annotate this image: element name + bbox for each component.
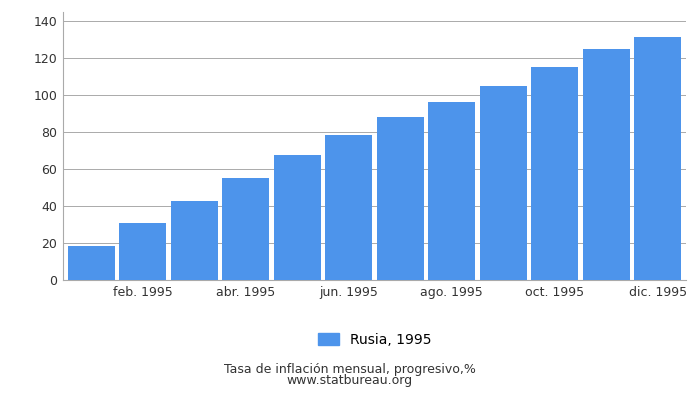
Bar bbox=[222, 178, 270, 280]
Bar bbox=[325, 135, 372, 280]
Bar bbox=[68, 246, 115, 280]
Text: Tasa de inflación mensual, progresivo,%: Tasa de inflación mensual, progresivo,% bbox=[224, 364, 476, 376]
Bar bbox=[531, 68, 578, 280]
Bar bbox=[634, 37, 681, 280]
Bar bbox=[274, 155, 321, 280]
Bar bbox=[119, 223, 167, 280]
Bar bbox=[171, 200, 218, 280]
Text: www.statbureau.org: www.statbureau.org bbox=[287, 374, 413, 387]
Bar bbox=[377, 117, 424, 280]
Bar bbox=[428, 102, 475, 280]
Bar bbox=[582, 49, 630, 280]
Legend: Rusia, 1995: Rusia, 1995 bbox=[312, 327, 437, 352]
Bar bbox=[480, 86, 527, 280]
